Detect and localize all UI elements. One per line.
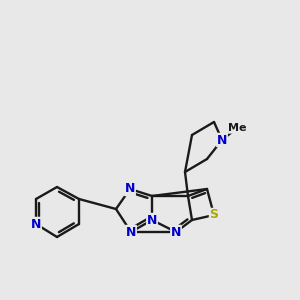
Text: N: N bbox=[125, 182, 135, 196]
Text: N: N bbox=[31, 218, 41, 230]
Text: S: S bbox=[209, 208, 218, 221]
Text: Me: Me bbox=[228, 123, 246, 133]
Text: N: N bbox=[171, 226, 181, 238]
Text: N: N bbox=[147, 214, 157, 226]
Text: N: N bbox=[217, 134, 227, 146]
Text: N: N bbox=[126, 226, 136, 238]
